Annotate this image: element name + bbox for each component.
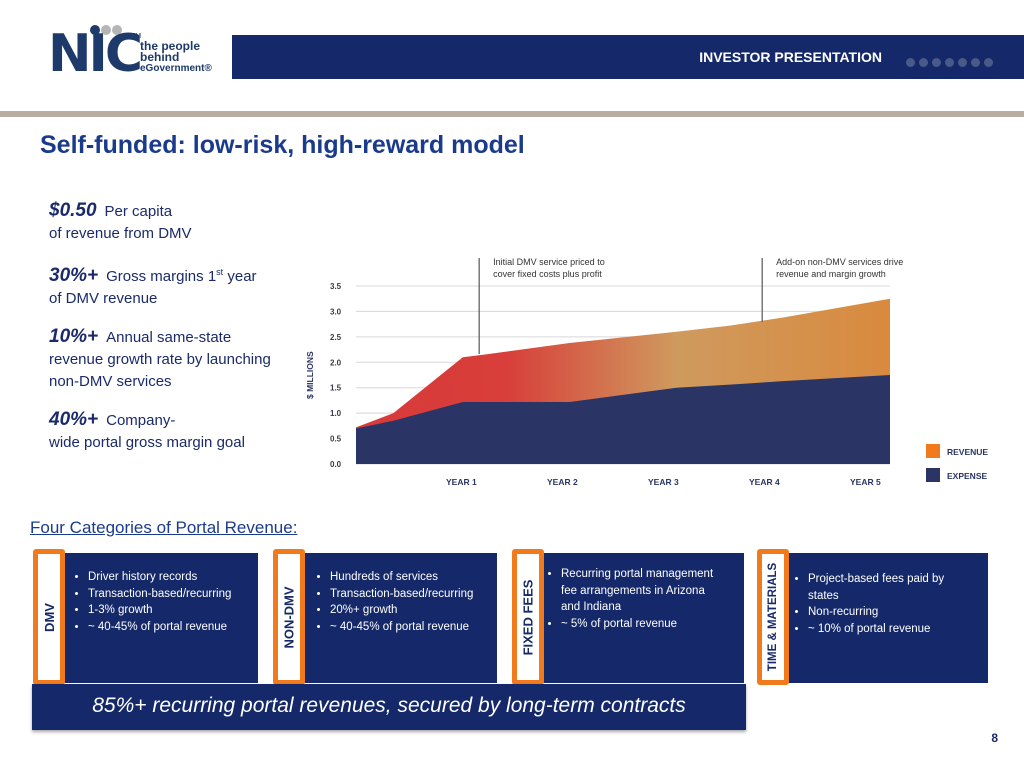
category-panel-time-materials: Project-based fees paid by states Non-re… [778, 553, 988, 683]
page-number: 8 [991, 731, 998, 745]
y-tick-label: 2.5 [330, 333, 342, 342]
stat-text: Per capita [104, 203, 173, 220]
category-bullet: ~ 5% of portal revenue [561, 616, 722, 633]
header-banner: INVESTOR PRESENTATION [232, 35, 1024, 79]
legend-label: REVENUE [947, 447, 988, 457]
stat-item: 40%+ Company- wide portal gross margin go… [49, 409, 299, 454]
banner-title: INVESTOR PRESENTATION [699, 49, 882, 65]
category-label-dmv: DMV [33, 549, 65, 685]
y-tick-label: 0.0 [330, 460, 342, 469]
slide-title: Self-funded: low-risk, high-reward model [40, 131, 525, 159]
stat-item: 30%+ Gross margins 1st year of DMV revenu… [49, 261, 299, 310]
category-panel-dmv: Driver history records Transaction-based… [54, 553, 258, 683]
stat-text: Gross margins 1 [106, 268, 217, 285]
category-bullet: ~ 40-45% of portal revenue [88, 619, 258, 636]
legend-label: EXPENSE [947, 471, 987, 481]
stat-text: of revenue from DMV [49, 225, 192, 242]
stat-value: $0.50 [49, 200, 97, 221]
x-tick-label: YEAR 4 [749, 477, 780, 487]
x-tick-label: YEAR 5 [850, 477, 881, 487]
y-tick-label: 2.0 [330, 358, 342, 367]
logo-dots [90, 22, 123, 40]
category-bullet: Recurring portal management fee arrangem… [561, 566, 722, 616]
y-tick-label: 1.5 [330, 384, 342, 393]
stat-text: year [223, 268, 257, 285]
y-axis-label: $ MILLIONS [305, 351, 315, 399]
legend-swatch [926, 468, 940, 482]
nic-logo: NIC [48, 24, 143, 84]
category-bullet: Non-recurring [808, 604, 968, 621]
logo-tagline: the people behind eGovernment® [140, 39, 212, 74]
x-tick-label: YEAR 2 [547, 477, 578, 487]
category-label-non-dmv: NON-DMV [273, 549, 305, 685]
x-tick-label: YEAR 3 [648, 477, 679, 487]
stat-value: 40%+ [49, 409, 99, 430]
logo-trademark: TM [131, 33, 142, 40]
category-bullet: Hundreds of services [330, 569, 497, 586]
category-panel-non-dmv: Hundreds of services Transaction-based/r… [296, 553, 497, 683]
stat-text: revenue growth rate by launching non-DMV… [49, 351, 271, 390]
x-tick-label: YEAR 1 [446, 477, 477, 487]
annotation-text: Initial DMV service priced to cover fixed… [493, 257, 605, 279]
revenue-expense-area-chart: 0.0 0.5 1.0 1.5 2.0 2.5 3.0 3.5 $ MILLIONS YEAR 1… [305, 257, 988, 487]
category-label-time-materials: TIME & MATERIALS [757, 549, 789, 685]
banner-dots-decoration [906, 54, 997, 72]
legend-swatch [926, 444, 940, 458]
stat-text: Company- [106, 412, 176, 429]
categories-title: Four Categories of Portal Revenue: [30, 518, 298, 537]
stat-item: $0.50 Per capita of revenue from DMV [49, 200, 299, 245]
stat-value: 30%+ [49, 265, 99, 286]
stat-item: 10%+ Annual same-state revenue growth rat… [49, 326, 299, 393]
category-bullet: Driver history records [88, 569, 258, 586]
category-bullet: ~ 10% of portal revenue [808, 621, 968, 638]
stat-text: wide portal gross margin goal [49, 434, 245, 451]
y-tick-label: 0.5 [330, 435, 342, 444]
stat-value: 10%+ [49, 326, 99, 347]
category-bullet: Project-based fees paid by states [808, 571, 968, 604]
recurring-revenue-banner: 85%+ recurring portal revenues, secured … [32, 684, 746, 730]
category-panel-fixed-fees: Recurring portal management fee arrangem… [533, 553, 744, 683]
y-tick-label: 3.0 [330, 307, 342, 316]
category-bullet: ~ 40-45% of portal revenue [330, 619, 497, 636]
stats-list: $0.50 Per capita of revenue from DMV 30%+… [49, 200, 299, 470]
category-label-fixed-fees: FIXED FEES [512, 549, 544, 685]
stat-text: of DMV revenue [49, 290, 158, 307]
y-tick-label: 3.5 [330, 282, 342, 291]
y-tick-label: 1.0 [330, 409, 342, 418]
stat-superscript: st [216, 267, 224, 277]
header-divider [0, 111, 1024, 117]
stat-text: Annual same-state [106, 329, 232, 346]
category-bullet: 20%+ growth [330, 602, 497, 619]
expense-area [356, 375, 890, 464]
annotation-text: Add-on non-DMV services drive revenue and… [776, 257, 903, 279]
category-bullet: Transaction-based/recurring [88, 586, 258, 603]
category-bullet: 1-3% growth [88, 602, 258, 619]
category-bullet: Transaction-based/recurring [330, 586, 497, 603]
